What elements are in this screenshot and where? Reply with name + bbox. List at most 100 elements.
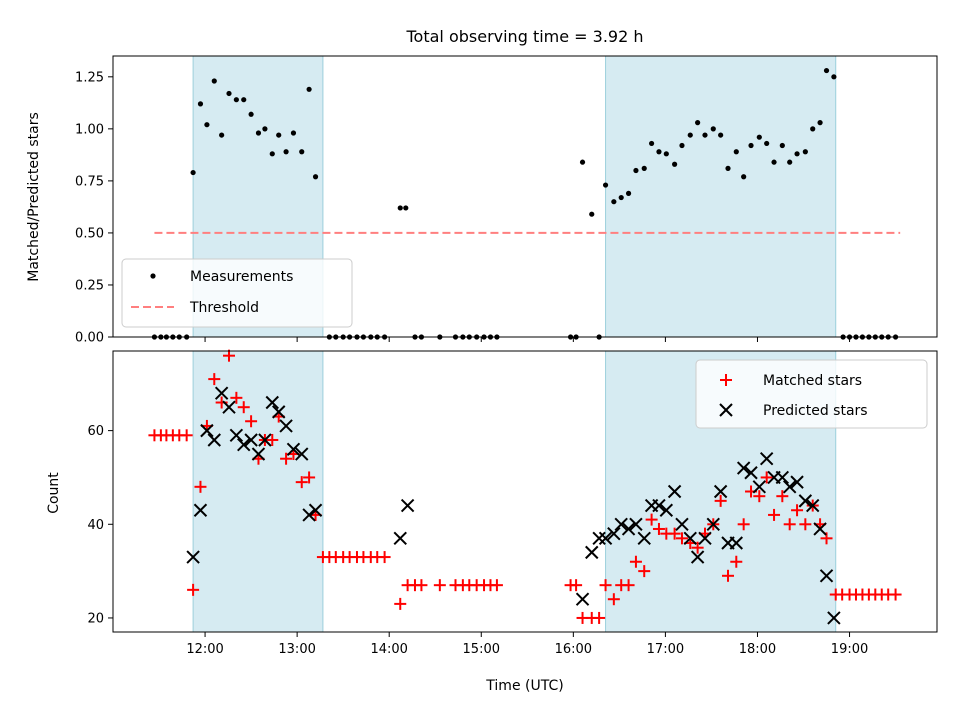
bottom-x-tick-label: 14:00 (370, 642, 407, 657)
measurements-point (611, 199, 617, 205)
predicted-stars-point (207, 433, 221, 447)
matched-stars-point (668, 527, 681, 540)
predicted-stars-point (683, 531, 697, 546)
bottom-y-tick-label: 20 (87, 611, 104, 626)
measurements-point (663, 151, 669, 157)
matched-stars-point (378, 551, 391, 564)
top-x-ticks (204, 337, 851, 342)
measurements-point (648, 140, 655, 147)
predicted-stars-point (706, 517, 720, 531)
top-shaded-intervals (192, 55, 837, 338)
predicted-stars-point (393, 531, 407, 546)
predicted-stars-point (614, 517, 628, 531)
legend-matched-marker (720, 374, 732, 386)
matched-stars-point (714, 494, 727, 507)
measurements-point (748, 142, 754, 149)
predicted-stars-point (279, 419, 293, 433)
matched-stars-point (691, 541, 704, 554)
legend-predicted-label: Predicted stars (763, 403, 868, 419)
legend-measurements-label: Measurements (190, 269, 293, 285)
measurements-point (733, 149, 739, 155)
matched-stars-point (783, 518, 796, 531)
measurements-point (204, 122, 210, 128)
predicted-stars-point (222, 400, 236, 414)
predicted-stars-point (186, 550, 200, 564)
predicted-stars-point (813, 522, 827, 536)
measurements-point (306, 86, 312, 92)
top-shaded-interval (605, 55, 837, 338)
predicted-stars-point (775, 470, 790, 485)
matched-stars-point (730, 555, 743, 568)
predicted-stars-point (729, 536, 744, 550)
predicted-stars-point (286, 442, 301, 457)
top-plot-frame (112, 55, 938, 338)
top-y-tick-label: 0.50 (75, 226, 104, 241)
measurements-point (241, 97, 247, 103)
measurements-point (771, 159, 777, 165)
measurements-point (679, 142, 685, 149)
matched-stars-point (599, 579, 612, 592)
top-legend-box (121, 258, 353, 328)
predicted-stars-point (621, 522, 636, 536)
measurements-point (312, 174, 319, 180)
matched-stars-point (622, 579, 635, 592)
matched-stars-point (570, 579, 583, 592)
predicted-stars-point (659, 503, 674, 517)
predicted-stars-point (265, 395, 279, 410)
predicted-stars-point (713, 484, 728, 499)
bottom-series-layer (148, 349, 902, 625)
bottom-x-tick-label: 12:00 (186, 642, 223, 657)
matched-stars-point (776, 490, 789, 503)
bottom-y-tick-label: 40 (87, 518, 104, 533)
measurements-point (602, 182, 609, 188)
predicted-stars-point (652, 498, 666, 513)
top-chart-title: Total observing time = 3.92 h (405, 27, 643, 46)
measurements-point (618, 194, 624, 201)
predicted-stars-point (308, 503, 323, 517)
predicted-stars-point (214, 386, 229, 400)
predicted-stars-point (819, 569, 834, 583)
matched-stars-point (760, 471, 773, 484)
matched-stars-point (230, 391, 243, 404)
measurements-point (817, 120, 823, 126)
predicted-stars-point (744, 466, 758, 480)
measurements-point (248, 111, 254, 117)
measurements-point (756, 134, 762, 140)
bottom-y-axis-label: Count (46, 472, 62, 514)
matched-stars-point (194, 480, 207, 493)
measurements-point (283, 149, 289, 155)
legend-measurements-marker (150, 273, 156, 279)
bottom-plot-frame (112, 350, 938, 633)
predicted-stars-point (736, 461, 751, 475)
predicted-stars-point (244, 433, 258, 447)
matched-stars-point (593, 611, 606, 624)
predicted-stars-point (400, 498, 415, 513)
predicted-stars-point (585, 545, 599, 560)
matched-stars-point (889, 588, 902, 601)
bottom-x-tick-label: 18:00 (739, 642, 776, 657)
measurements-point (219, 132, 225, 138)
matched-stars-point (415, 579, 428, 592)
measurements-point (672, 161, 678, 167)
measurements-point (725, 165, 731, 171)
bottom-x-axis-label: Time (UTC) (485, 678, 563, 694)
predicted-stars-point (698, 531, 712, 546)
predicted-stars-point (200, 423, 214, 438)
bottom-x-tick-label: 15:00 (463, 642, 500, 657)
measurements-point (403, 205, 409, 211)
matched-stars-point (799, 518, 812, 531)
predicted-stars-point (575, 592, 590, 606)
measurements-point (831, 74, 837, 80)
predicted-stars-point (667, 484, 682, 499)
bottom-x-tick-label: 17:00 (647, 642, 684, 657)
matched-stars-point (490, 579, 503, 592)
matched-stars-point (652, 522, 665, 535)
matched-stars-point (394, 597, 407, 610)
predicted-stars-point (690, 550, 705, 564)
matched-stars-point (237, 401, 250, 414)
measurements-point (190, 169, 196, 176)
measurements-point (764, 140, 770, 147)
predicted-stars-point (251, 447, 266, 461)
measurements-point (233, 97, 239, 103)
